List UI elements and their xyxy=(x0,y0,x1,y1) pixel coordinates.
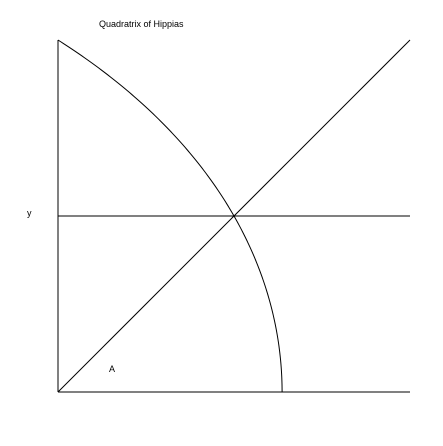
angle-label: A xyxy=(109,364,115,374)
y-label: y xyxy=(27,208,32,218)
quadratrix-curve xyxy=(57,39,283,392)
diagram-title: Quadratrix of Hippias xyxy=(99,19,184,29)
